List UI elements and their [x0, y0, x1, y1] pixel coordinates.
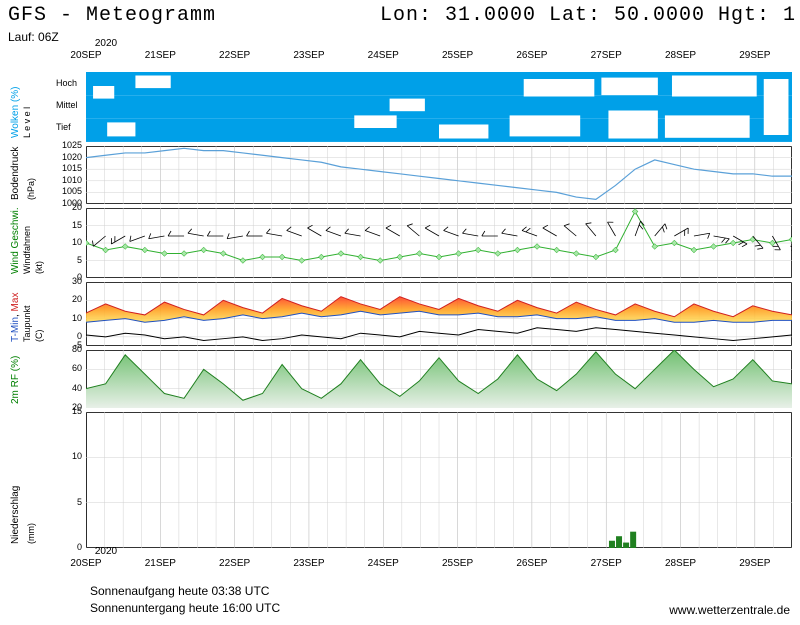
sunrise: Sonnenaufgang heute 03:38 UTC: [90, 583, 280, 600]
ytick: 0: [54, 542, 82, 552]
date-label: 23SEP: [284, 50, 334, 61]
date-label: 27SEP: [581, 50, 631, 61]
date-label: 24SEP: [358, 558, 408, 569]
ytick: 5: [54, 497, 82, 507]
precip-ylabel: Niederschlag: [10, 486, 21, 544]
title-left: GFS - Meteogramm: [8, 4, 216, 27]
date-label: 24SEP: [358, 50, 408, 61]
source-url: www.wetterzentrale.de: [669, 603, 790, 617]
ytick: 10: [54, 313, 82, 323]
ytick: 5: [54, 255, 82, 265]
date-label: 28SEP: [656, 50, 706, 61]
ytick: 20: [54, 294, 82, 304]
pressure-ylabel: Bodendruck: [10, 147, 21, 200]
date-label: 27SEP: [581, 558, 631, 569]
date-label: 23SEP: [284, 558, 334, 569]
date-label: 26SEP: [507, 50, 557, 61]
ytick: 1020: [54, 152, 82, 162]
precip-unit: (mm): [26, 523, 36, 544]
title-right: Lon: 31.0000 Lat: 50.0000 Hgt: 1: [380, 4, 796, 27]
ytick: 1015: [54, 163, 82, 173]
sunset: Sonnenuntergang heute 16:00 UTC: [90, 600, 280, 617]
ytick: 1005: [54, 186, 82, 196]
date-label: 28SEP: [656, 558, 706, 569]
date-label: 29SEP: [730, 50, 780, 61]
date-label: 25SEP: [433, 558, 483, 569]
date-label: 20SEP: [61, 50, 111, 61]
ytick: 0: [54, 331, 82, 341]
temp-ylabel: T-Min, Max: [10, 293, 21, 342]
clouds-ylabel: Wolken (%): [10, 87, 21, 139]
ytick: 80: [54, 344, 82, 354]
ytick: 15: [54, 406, 82, 416]
cloud-level-label: Tief: [56, 122, 71, 132]
cloud-level-label: Hoch: [56, 78, 77, 88]
pressure-unit: (hPa): [26, 178, 36, 200]
date-label: 20SEP: [61, 558, 111, 569]
ytick: 30: [54, 276, 82, 286]
ytick: 40: [54, 383, 82, 393]
wind-barb-ylabel: Windfahnen: [22, 226, 32, 274]
year-label: 2020: [81, 546, 131, 557]
ytick: 20: [54, 202, 82, 212]
year-label: 2020: [81, 38, 131, 49]
cloud-level-label: Mittel: [56, 100, 78, 110]
dewpoint-ylabel: Taupunkt: [22, 305, 32, 342]
wind-unit: (kt): [34, 261, 44, 274]
date-label: 22SEP: [210, 50, 260, 61]
date-label: 21SEP: [135, 558, 185, 569]
wind-ylabel: Wind Geschwi.: [10, 207, 21, 274]
date-label: 26SEP: [507, 558, 557, 569]
temp-unit: (C): [34, 330, 44, 343]
rh-ylabel: 2m RF (%): [10, 356, 21, 404]
ytick: 10: [54, 451, 82, 461]
ytick: 10: [54, 237, 82, 247]
clouds-level-ylabel: L e v e l: [22, 107, 32, 138]
ytick: 1025: [54, 140, 82, 150]
date-label: 25SEP: [433, 50, 483, 61]
date-label: 21SEP: [135, 50, 185, 61]
footer-sun: Sonnenaufgang heute 03:38 UTC Sonnenunte…: [90, 583, 280, 617]
date-label: 29SEP: [730, 558, 780, 569]
date-label: 22SEP: [210, 558, 260, 569]
ytick: 60: [54, 363, 82, 373]
run-label: Lauf: 06Z: [8, 30, 59, 44]
ytick: 1010: [54, 175, 82, 185]
ytick: 15: [54, 220, 82, 230]
